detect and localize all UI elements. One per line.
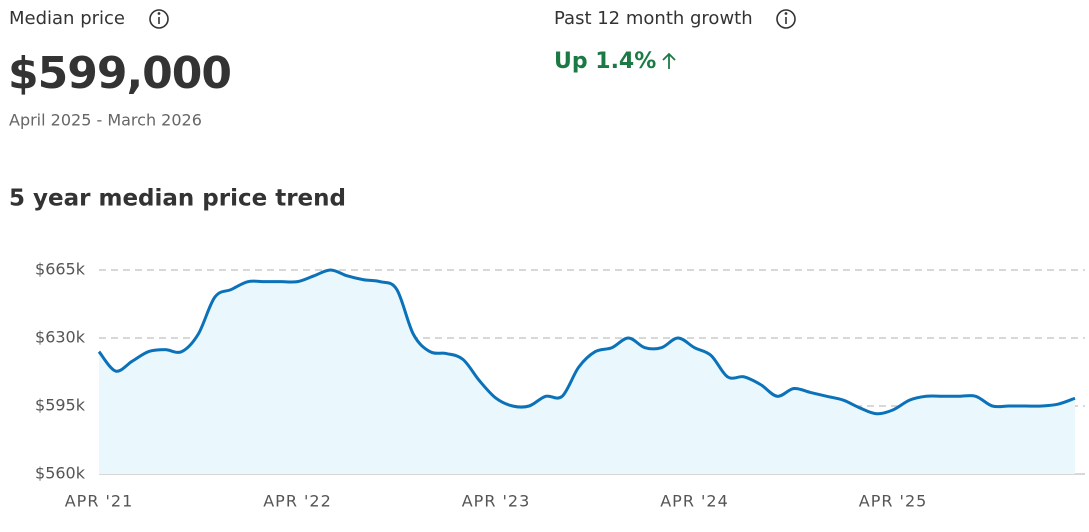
growth-value: Up 1.4% [554, 49, 656, 74]
y-tick-label: $560k [35, 464, 86, 483]
x-tick-label: APR '25 [859, 492, 928, 511]
x-tick-label: APR '22 [263, 492, 332, 511]
area [99, 270, 1075, 474]
y-tick-label: $630k [35, 328, 86, 347]
median-period: April 2025 - March 2026 [9, 111, 202, 130]
y-tick-label: $595k [35, 396, 86, 415]
info-icon[interactable] [149, 9, 169, 29]
line [97, 268, 1076, 416]
x-tick-label: APR '24 [660, 492, 729, 511]
median-value: $599,000 [8, 48, 231, 99]
up-arrow [662, 52, 676, 69]
y-tick-label: $665k [35, 260, 86, 279]
growth-label: Past 12 month growth [554, 8, 753, 29]
info-icon[interactable] [776, 9, 796, 29]
median-label: Median price [9, 8, 125, 29]
chart-title: 5 year median price trend [9, 186, 346, 212]
x-tick-label: APR '21 [65, 492, 134, 511]
x-tick-label: APR '23 [462, 492, 531, 511]
